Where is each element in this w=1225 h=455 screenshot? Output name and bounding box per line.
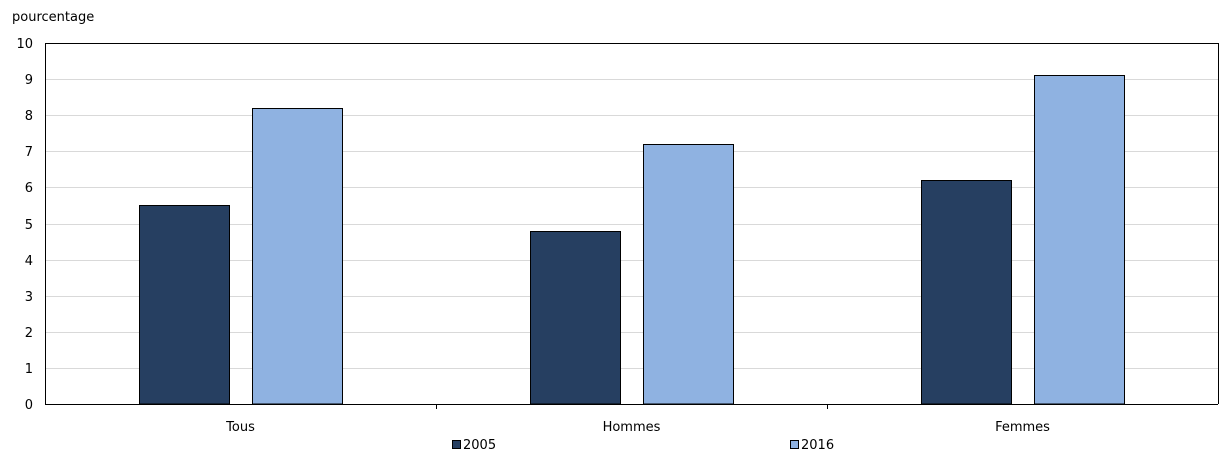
legend: 2005 2016 xyxy=(452,438,834,453)
y-tick-label: 4 xyxy=(25,254,33,269)
bar-2016-tous xyxy=(252,108,343,405)
y-tick-label: 2 xyxy=(25,326,33,341)
x-tick-label: Tous xyxy=(225,420,255,435)
bar-2005-hommes xyxy=(530,231,621,405)
bar-2016-femmes xyxy=(1034,75,1125,405)
bars xyxy=(139,75,1125,405)
y-axis-label: pourcentage xyxy=(12,10,94,25)
legend-swatch-2005 xyxy=(452,440,461,449)
legend-label: 2005 xyxy=(463,438,496,451)
legend-label: 2016 xyxy=(801,438,834,451)
x-tick-label: Hommes xyxy=(603,420,661,435)
x-tick-label: Femmes xyxy=(995,420,1050,435)
y-tick-label: 10 xyxy=(16,37,33,52)
y-tick-label: 3 xyxy=(25,290,33,305)
bar-2016-hommes xyxy=(643,144,734,405)
y-tick-label: 0 xyxy=(25,398,33,413)
bar-2005-femmes xyxy=(921,180,1012,405)
y-tick-label: 6 xyxy=(25,181,33,196)
y-tick-label: 5 xyxy=(25,218,33,233)
y-tick-label: 7 xyxy=(25,145,33,160)
y-tick-label: 8 xyxy=(25,109,33,124)
legend-swatch-2016 xyxy=(790,440,799,449)
y-tick-label: 1 xyxy=(25,362,33,377)
bar-2005-tous xyxy=(139,205,230,405)
axes: 0 1 2 3 4 5 6 7 8 9 10 Tous Hommes Femmes xyxy=(16,37,1219,435)
y-tick-label: 9 xyxy=(25,73,33,88)
gridlines xyxy=(45,79,1218,369)
